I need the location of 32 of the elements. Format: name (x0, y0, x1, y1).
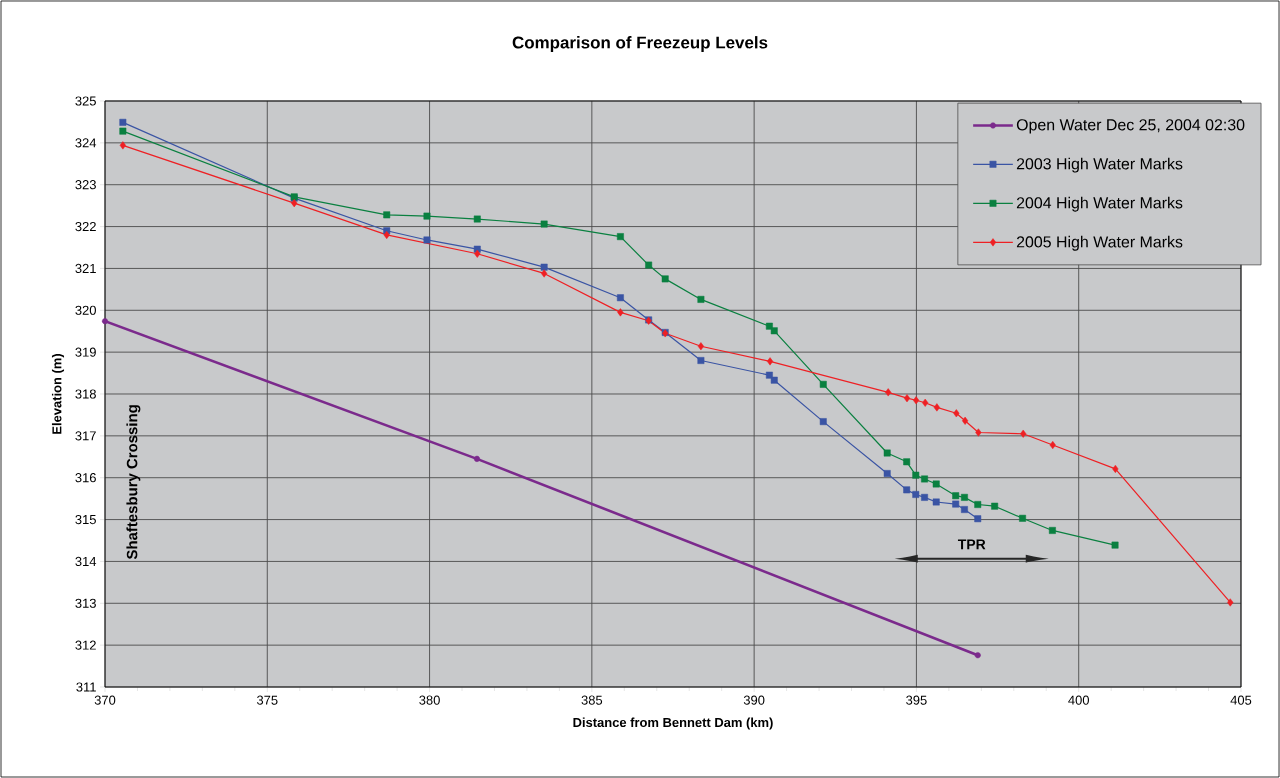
y-tick-label: 311 (76, 682, 96, 692)
y-tick-label: 317 (75, 431, 96, 441)
y-tick-label: 314 (75, 556, 97, 567)
y-axis-title: Elevation (m) (51, 353, 65, 434)
annotation: Shaftesbury Crossing (126, 405, 141, 560)
y-tick-label: 315 (75, 514, 96, 525)
x-tick-label: 405 (1230, 695, 1252, 705)
y-tick-label: 322 (75, 221, 96, 232)
legend-label: 2003 High Water Marks (1016, 157, 1183, 173)
x-axis-title: Distance from Bennett Dam (km) (573, 717, 773, 730)
x-tick-label: 395 (906, 695, 927, 705)
x-tick-label: 370 (94, 695, 116, 705)
y-tick-label: 323 (75, 180, 96, 190)
y-tick-label: 320 (75, 305, 96, 315)
x-tick-label: 375 (256, 695, 278, 705)
y-tick-label: 324 (75, 138, 97, 148)
y-tick-label: 312 (75, 640, 96, 650)
y-tick-label: 325 (75, 96, 96, 106)
x-tick-label: 400 (1068, 695, 1089, 705)
y-tick-label: 319 (75, 347, 96, 357)
x-tick-label: 380 (419, 695, 440, 705)
y-tick-label: 318 (75, 389, 96, 399)
legend-label: Open Water Dec 25, 2004 02:30 (1016, 119, 1245, 134)
legend-label: 2005 High Water Marks (1016, 235, 1183, 251)
chart-title: Comparison of Freezeup Levels (512, 36, 768, 52)
y-tick-label: 316 (75, 473, 96, 483)
y-tick-label: 321 (75, 263, 96, 274)
y-tick-label: 313 (75, 598, 96, 608)
legend-label: 2004 High Water Marks (1016, 196, 1183, 212)
annotation: TPR (957, 539, 986, 550)
x-tick-label: 390 (743, 695, 765, 705)
x-tick-label: 385 (581, 695, 603, 705)
